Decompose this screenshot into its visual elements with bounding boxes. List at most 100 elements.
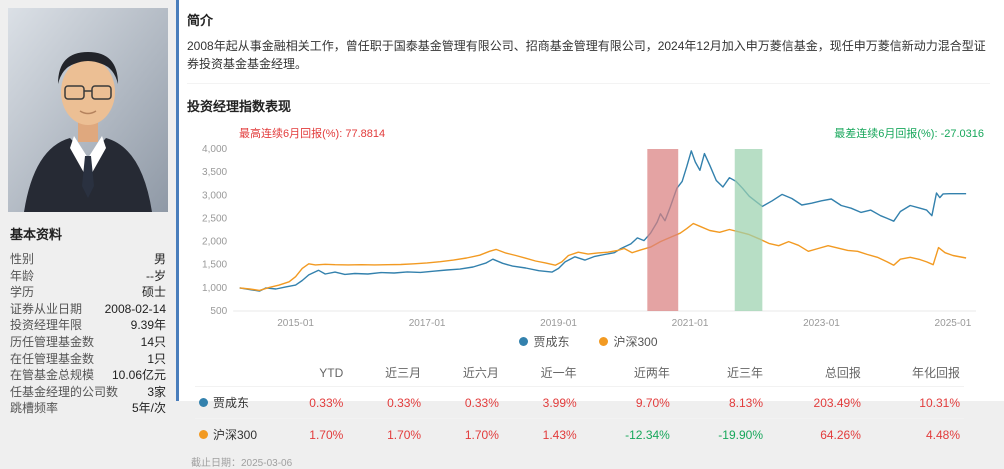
y-tick-label: 3,500 bbox=[202, 167, 228, 178]
y-tick-label: 500 bbox=[210, 306, 227, 317]
basic-info-list: 性别 男年龄 --岁 学历 硕士 证券从业日期 2008-02-14 投资经理年限 9.39年历… bbox=[8, 251, 168, 417]
table-header: 近一年 bbox=[540, 366, 577, 380]
basic-info-row: 任基金经理的公司数 3家 bbox=[8, 384, 168, 401]
return-value: 1.70% bbox=[273, 418, 348, 450]
return-value: 1.70% bbox=[425, 418, 503, 450]
y-tick-label: 3,000 bbox=[202, 190, 228, 201]
basic-info-row: 投资经理年限 9.39年 bbox=[8, 317, 168, 334]
x-tick-label: 2025-01 bbox=[935, 318, 972, 329]
row-name: 贾成东 bbox=[195, 386, 273, 419]
manager-photo bbox=[8, 8, 168, 212]
basic-info-row: 学历 硕士 bbox=[8, 284, 168, 301]
legend-label: 贾成东 bbox=[533, 335, 570, 349]
basic-info-row: 跳槽频率 5年/次 bbox=[8, 400, 168, 417]
info-value: 1只 bbox=[147, 351, 166, 366]
return-value: 3.99% bbox=[502, 386, 581, 419]
intro-text: 2008年起从事金融相关工作，曾任职于国泰基金管理有限公司、招商基金管理有限公司… bbox=[187, 37, 990, 84]
info-value: 硕士 bbox=[141, 285, 166, 300]
info-value: 3家 bbox=[147, 384, 166, 399]
return-value: 0.33% bbox=[425, 386, 503, 419]
y-tick-label: 4,000 bbox=[202, 144, 228, 155]
chart-header: 最高连续6月回报(%): 77.8814 最差连续6月回报(%): -27.03… bbox=[187, 123, 990, 141]
info-value: 14只 bbox=[140, 334, 166, 349]
legend-dot bbox=[519, 337, 529, 346]
info-label: 年龄 bbox=[10, 268, 35, 283]
table-row: 沪深300 1.70% 1.70% 1.70% 1.43% -12.34% -19.90% 6… bbox=[195, 418, 964, 450]
return-value: -19.90% bbox=[673, 418, 767, 450]
table-header: 年化回报 bbox=[911, 366, 960, 380]
series-line-1 bbox=[239, 222, 967, 292]
info-label: 投资经理年限 bbox=[10, 318, 83, 333]
basic-info-row: 年龄 --岁 bbox=[8, 268, 168, 285]
x-tick-label: 2017-01 bbox=[409, 318, 446, 329]
series-line-0 bbox=[239, 150, 967, 292]
info-value: 2008-02-14 bbox=[104, 301, 166, 316]
table-header: 近六月 bbox=[462, 366, 499, 380]
table-header: 近三月 bbox=[385, 366, 422, 380]
return-value: 0.33% bbox=[273, 386, 348, 419]
series-dot bbox=[199, 398, 208, 407]
highlight-band bbox=[647, 149, 679, 311]
return-value: 64.26% bbox=[767, 418, 865, 450]
legend-item-1[interactable]: 沪深300 bbox=[599, 333, 658, 350]
info-label: 在任管理基金数 bbox=[10, 351, 95, 366]
info-label: 学历 bbox=[10, 285, 35, 300]
performance-title: 投资经理指数表现 bbox=[187, 99, 292, 114]
x-tick-label: 2019-01 bbox=[540, 318, 577, 329]
y-tick-label: 1,500 bbox=[202, 260, 228, 271]
legend-label: 沪深300 bbox=[613, 335, 658, 349]
info-value: 9.39年 bbox=[130, 318, 166, 333]
basic-info-row: 在管基金总规模 10.06亿元 bbox=[8, 367, 168, 384]
worst-6m-value: -27.0316 bbox=[940, 128, 984, 140]
legend-item-0[interactable]: 贾成东 bbox=[519, 333, 569, 350]
info-label: 性别 bbox=[10, 252, 35, 266]
highlight-band bbox=[734, 149, 763, 311]
return-value: 1.70% bbox=[347, 418, 426, 450]
table-header-row: YTD 近三月 近六月 近一年 近两年 近三年 总回报 年化回报 bbox=[195, 358, 964, 387]
info-value: 10.06亿元 bbox=[111, 368, 166, 383]
chart-legend: 贾成东 沪深300 bbox=[187, 333, 990, 350]
basic-info-title: 基本资料 bbox=[10, 227, 63, 242]
return-value: 9.70% bbox=[580, 386, 674, 419]
series-name: 贾成东 bbox=[213, 396, 250, 410]
info-label: 在管基金总规模 bbox=[10, 368, 95, 383]
series-name: 沪深300 bbox=[213, 428, 258, 442]
basic-info-row: 在任管理基金数 1只 bbox=[8, 351, 168, 368]
info-label: 历任管理基金数 bbox=[10, 334, 95, 349]
info-label: 跳槽频率 bbox=[10, 401, 59, 416]
table-header: 总回报 bbox=[824, 366, 861, 380]
info-label: 证券从业日期 bbox=[10, 301, 83, 316]
table-header: YTD bbox=[319, 365, 344, 380]
table-header-name bbox=[195, 358, 273, 387]
return-value: 203.49% bbox=[767, 386, 865, 419]
basic-info-row: 历任管理基金数 14只 bbox=[8, 334, 168, 351]
legend-dot bbox=[599, 337, 609, 346]
best-6m-label: 最高连续6月回报(%): bbox=[239, 128, 346, 140]
table-row: 贾成东 0.33% 0.33% 0.33% 3.99% 9.70% 8.13% 203.49%… bbox=[195, 386, 964, 419]
best-6m-return: 最高连续6月回报(%): 77.8814 bbox=[239, 125, 385, 141]
row-name: 沪深300 bbox=[195, 418, 273, 450]
y-tick-label: 2,500 bbox=[202, 213, 228, 224]
info-value: 5年/次 bbox=[131, 401, 166, 416]
profile-sidebar: 基本资料 性别 男年龄 --岁学历 硕士证券从业日期 2008-02-14 投资经理年限 9… bbox=[0, 0, 176, 417]
return-value: 8.13% bbox=[673, 386, 767, 419]
return-value: 4.48% bbox=[864, 418, 964, 450]
best-6m-value: 77.8814 bbox=[345, 128, 386, 140]
y-tick-label: 2,000 bbox=[202, 237, 228, 248]
intro-title: 简介 bbox=[187, 13, 214, 28]
worst-6m-label: 最差连续6月回报(%): bbox=[834, 128, 941, 140]
return-value: 10.31% bbox=[864, 386, 964, 419]
basic-info-row: 性别 男 bbox=[8, 251, 168, 268]
performance-table: YTD 近三月 近六月 近一年 近两年 近三年 总回报 年化回报 贾成东 0.33% 0.33% 0.… bbox=[195, 358, 964, 450]
detail-panel: 简介 2008年起从事金融相关工作，曾任职于国泰基金管理有限公司、招商基金管理有… bbox=[176, 0, 1004, 469]
x-tick-label: 2023-01 bbox=[803, 318, 840, 329]
info-label: 任基金经理的公司数 bbox=[10, 384, 119, 399]
worst-6m-return: 最差连续6月回报(%): -27.0316 bbox=[834, 125, 984, 141]
y-tick-label: 1,000 bbox=[202, 283, 228, 294]
x-tick-label: 2015-01 bbox=[277, 318, 314, 329]
info-value: --岁 bbox=[146, 268, 166, 283]
info-value: 男 bbox=[153, 252, 166, 266]
performance-chart[interactable]: 500 1,000 1,500 2,000 2,500 3,000 3,500 4,000 20… bbox=[187, 141, 990, 331]
basic-info-row: 证券从业日期 2008-02-14 bbox=[8, 301, 168, 318]
return-value: 0.33% bbox=[347, 386, 426, 419]
